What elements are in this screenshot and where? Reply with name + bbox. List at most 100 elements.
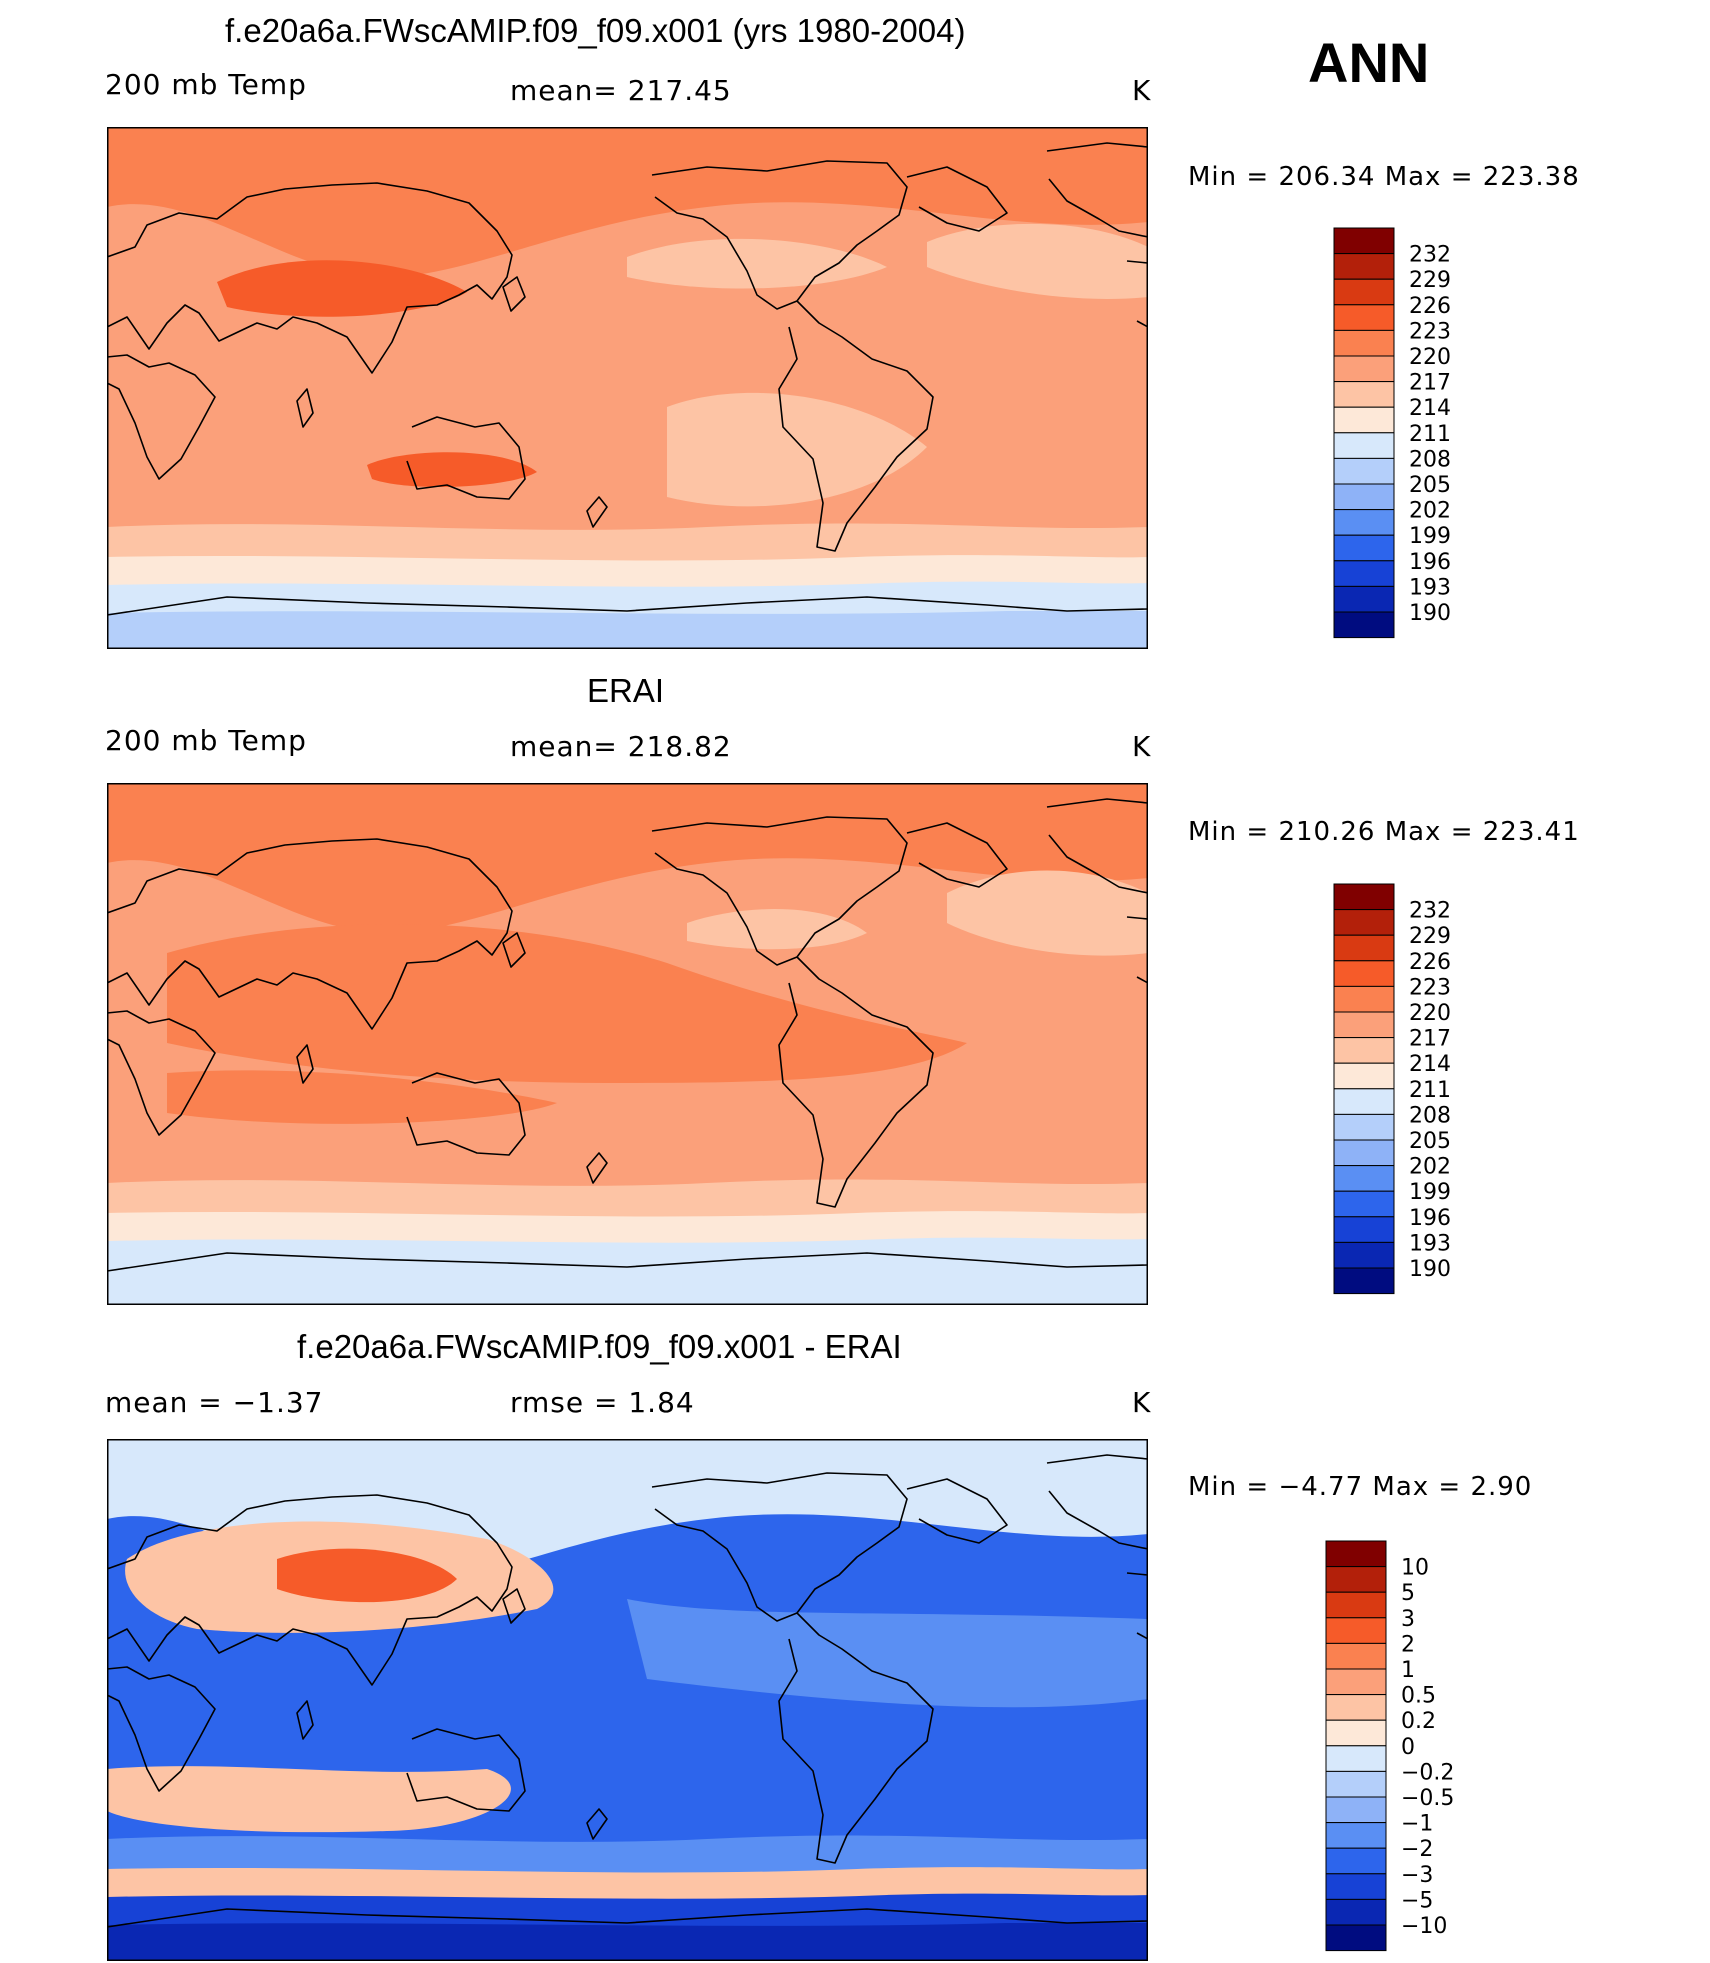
colorbar-swatch (1333, 509, 1395, 536)
map-frame (107, 783, 1148, 1305)
colorbar-tick-label: 229 (1409, 268, 1451, 293)
field-band-warm-south (167, 1070, 557, 1124)
coastline (107, 182, 513, 374)
field-band-cool (687, 909, 867, 950)
field-band-south-4 (107, 1923, 1148, 1961)
colorbar-swatch (1325, 1617, 1387, 1644)
colorbar-tick-label: 208 (1409, 1103, 1451, 1128)
coastline (651, 816, 908, 966)
map-frame (107, 1439, 1148, 1961)
panel-1-mean-label: mean= 217.45 (510, 74, 732, 107)
colorbar-swatch (1333, 960, 1395, 987)
colorbar-tick-label: 190 (1409, 601, 1451, 626)
colorbar-swatch (1325, 1796, 1387, 1824)
colorbar-swatch (1333, 585, 1395, 613)
panel-2-map (107, 783, 1148, 1305)
coastline (502, 1588, 526, 1624)
coastline (1126, 1572, 1148, 1640)
colorbar-tick-label: 193 (1409, 575, 1451, 600)
colorbar-tick-label: 3 (1401, 1607, 1415, 1632)
field-band-midlat (627, 1599, 1148, 1708)
field-band-cool-east (927, 223, 1148, 299)
panel-1-colorbar: 232 229 226 223 220 217 214 211 208 205 202 199 196 1… (1333, 227, 1451, 639)
panel-2-units: K (1132, 730, 1152, 763)
colorbar-swatch (1325, 1694, 1387, 1721)
colorbar-swatch (1325, 1540, 1387, 1568)
colorbar-swatch (1333, 1037, 1395, 1064)
coastline (107, 838, 513, 1030)
field-band-cool-south (667, 392, 927, 507)
colorbar-tick-label: 193 (1409, 1231, 1451, 1256)
colorbar-swatch (1333, 1088, 1395, 1115)
panel-2-min-max: Min = 210.26 Max = 223.41 (1188, 817, 1580, 847)
colorbar-swatch (1333, 227, 1395, 255)
panel-2-left-label: 200 mb Temp (105, 724, 307, 757)
field-band-south-4 (107, 611, 1148, 649)
colorbar-tick-label: 208 (1409, 447, 1451, 472)
map-frame (107, 127, 1148, 649)
colorbar-swatch (1333, 304, 1395, 331)
panel-3-min-max: Min = −4.77 Max = 2.90 (1188, 1472, 1533, 1502)
panel-1-left-label: 200 mb Temp (105, 68, 307, 101)
colorbar-swatch (1325, 1668, 1387, 1696)
coastline (406, 416, 526, 500)
coastline (906, 166, 1008, 232)
coastline (1126, 260, 1148, 328)
panel-3-colorbar: 10 5 3 2 1 0.5 0.2 0 −0.2 −0.5 −1 −2 −3 −5 −10 (1325, 1540, 1454, 1952)
colorbar-tick-label: 5 (1401, 1581, 1415, 1606)
colorbar-swatch (1333, 985, 1395, 1013)
coastline (778, 1612, 934, 1864)
colorbar-tick-label: 214 (1409, 1052, 1451, 1077)
colorbar-tick-label: 205 (1409, 473, 1451, 498)
colorbar-tick-label: 211 (1409, 1078, 1451, 1103)
coastline (1046, 1454, 1148, 1550)
colorbar-swatch (1333, 432, 1395, 459)
coastline (778, 300, 934, 552)
colorbar-swatch (1333, 381, 1395, 408)
coastline (906, 1478, 1008, 1544)
field-band-warm-core (217, 260, 467, 317)
coastline (586, 1808, 608, 1840)
coastline (107, 596, 1148, 616)
colorbar-swatch (1325, 1924, 1387, 1952)
colorbar-swatch (1333, 1139, 1395, 1167)
colorbar-swatch (1325, 1745, 1387, 1772)
panel-2-mean-label: mean= 218.82 (510, 730, 732, 763)
colorbar-tick-label: −10 (1401, 1914, 1447, 1939)
colorbar-swatch (1333, 1113, 1395, 1141)
colorbar-swatch (1325, 1898, 1387, 1926)
colorbar-swatch (1333, 483, 1395, 511)
colorbar-tick-label: 10 (1401, 1556, 1429, 1581)
panel-3-units: K (1132, 1386, 1152, 1419)
field-band-warm-south (367, 452, 537, 488)
panel-1-min-max: Min = 206.34 Max = 223.38 (1188, 162, 1580, 192)
field-band-warm-core (277, 1548, 457, 1603)
panel-3-mean-label: mean = −1.37 (105, 1386, 324, 1419)
coastline (406, 1728, 526, 1812)
colorbar-tick-label: −5 (1401, 1888, 1433, 1913)
colorbar-tick-label: −0.2 (1401, 1760, 1454, 1785)
colorbar-swatch (1333, 278, 1395, 306)
colorbar-swatch (1325, 1822, 1387, 1849)
coastline (906, 822, 1008, 888)
colorbar-tick-label: 226 (1409, 950, 1451, 975)
colorbar-tick-label: −2 (1401, 1837, 1433, 1862)
colorbar-tick-label: 0.5 (1401, 1684, 1436, 1709)
colorbar-tick-label: 211 (1409, 422, 1451, 447)
colorbar-swatch (1325, 1642, 1387, 1670)
coastline (651, 160, 908, 310)
field-band-cool-east (947, 870, 1148, 956)
colorbar-tick-label: 205 (1409, 1129, 1451, 1154)
colorbar-tick-label: 217 (1409, 371, 1451, 396)
colorbar-swatch (1333, 934, 1395, 962)
coastline (1046, 142, 1148, 238)
colorbar-swatch (1325, 1591, 1387, 1619)
colorbar-swatch (1325, 1770, 1387, 1798)
field-band-warm-core (167, 924, 967, 1083)
panel-3-rmse-label: rmse = 1.84 (510, 1386, 695, 1419)
panel-3-title: f.e20a6a.FWscAMIP.f09_f09.x001 - ERAI (297, 1328, 902, 1365)
colorbar-tick-label: 199 (1409, 524, 1451, 549)
coastline (107, 1908, 1148, 1928)
coastline (107, 1666, 216, 1792)
colorbar-swatch (1333, 253, 1395, 280)
